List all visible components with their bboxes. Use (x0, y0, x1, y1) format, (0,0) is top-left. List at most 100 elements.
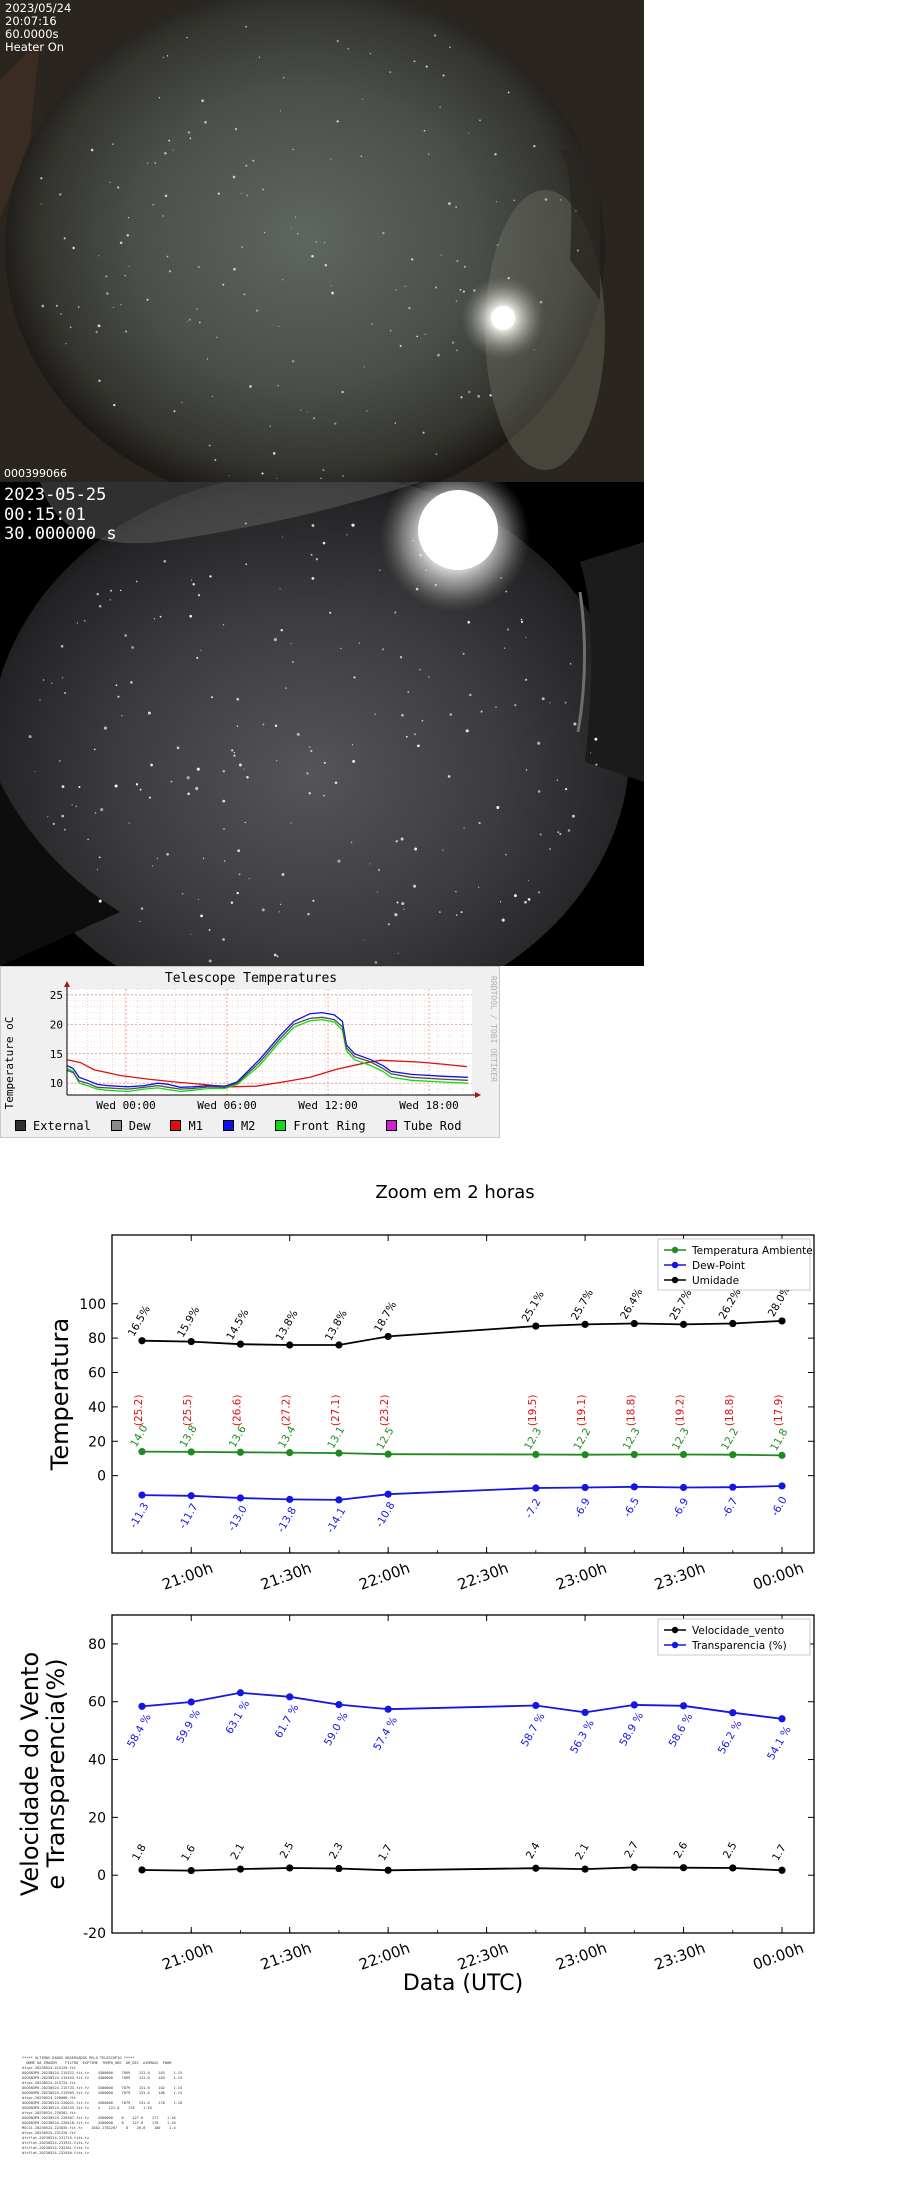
star (323, 761, 326, 764)
star (433, 34, 437, 37)
star (244, 821, 246, 824)
star (346, 534, 348, 536)
star (281, 873, 285, 876)
star (576, 249, 579, 252)
star (311, 524, 315, 527)
star (238, 873, 241, 876)
star (168, 270, 172, 273)
star (109, 599, 111, 601)
y-tick-label: 20 (88, 1434, 106, 1450)
star (217, 192, 220, 195)
star (279, 110, 282, 112)
star (564, 701, 567, 704)
star (125, 330, 128, 333)
star (135, 783, 139, 786)
telescope-y-tick: 25 (50, 989, 63, 1002)
star (209, 575, 212, 578)
dew-depression-label: (19.5) (527, 1395, 539, 1427)
star (269, 425, 271, 427)
star (395, 289, 397, 291)
star (77, 306, 80, 308)
x-tick-label: 23:30h (652, 1939, 708, 1974)
star (130, 681, 133, 684)
star (413, 884, 417, 888)
star (113, 403, 116, 407)
telescope-legend-item: Tube Rod (385, 1119, 461, 1133)
star (119, 589, 122, 592)
star (290, 822, 292, 824)
star (186, 321, 188, 323)
data-point (236, 1340, 245, 1348)
star (538, 891, 540, 894)
star (236, 891, 239, 895)
star (307, 912, 310, 916)
star (363, 366, 365, 368)
telescope-y-tick: 20 (50, 1018, 63, 1031)
data-point (778, 1317, 786, 1325)
star (361, 98, 364, 100)
series-line-1 (141, 1691, 783, 1720)
star (166, 255, 169, 258)
star (559, 832, 562, 836)
star (166, 852, 169, 856)
star (506, 628, 510, 631)
data-point (286, 1495, 294, 1503)
star (449, 713, 453, 716)
x-tick-label: 22:30h (455, 1559, 511, 1594)
star (594, 737, 598, 741)
star (520, 618, 523, 621)
star (503, 647, 506, 649)
star (541, 697, 545, 701)
dew-depression-label: (18.8) (724, 1395, 736, 1427)
star (396, 901, 399, 904)
star (181, 892, 184, 895)
star (112, 306, 114, 308)
dew-depression-label: (23.2) (379, 1395, 391, 1427)
star (186, 36, 188, 39)
dew-depression-label: (19.1) (576, 1395, 588, 1427)
x-tick-label: 21:30h (258, 1939, 314, 1974)
data-point (532, 1864, 540, 1872)
star (94, 812, 97, 814)
star (190, 933, 192, 935)
star (312, 899, 315, 902)
wind-y-label-line-2: e Transparencia(%) (42, 1658, 70, 1889)
star (274, 724, 278, 727)
star (208, 928, 211, 931)
star (39, 699, 41, 701)
star (106, 292, 109, 295)
star (52, 822, 55, 825)
star (408, 306, 411, 310)
star (158, 97, 161, 99)
star (334, 781, 338, 785)
data-point (335, 1701, 343, 1709)
star (442, 849, 444, 851)
star (525, 769, 528, 771)
star (280, 903, 282, 905)
star (507, 276, 510, 280)
star (114, 784, 118, 788)
star (434, 584, 437, 586)
star (276, 760, 278, 762)
star (197, 898, 199, 900)
star (340, 647, 342, 650)
legend-label: External (33, 1119, 91, 1133)
star (47, 816, 49, 818)
star (424, 333, 426, 335)
star (537, 741, 541, 745)
star (100, 808, 104, 812)
star (567, 829, 571, 832)
star (292, 661, 294, 663)
star (202, 857, 205, 859)
star (415, 587, 419, 591)
star (248, 878, 250, 880)
star (401, 902, 405, 906)
star (377, 868, 381, 872)
legend-swatch (15, 1120, 26, 1131)
star (192, 583, 195, 586)
star (208, 444, 211, 447)
star (189, 137, 192, 139)
y-tick-label: 20 (88, 1810, 106, 1826)
star (150, 763, 153, 767)
data-point (778, 1715, 786, 1723)
